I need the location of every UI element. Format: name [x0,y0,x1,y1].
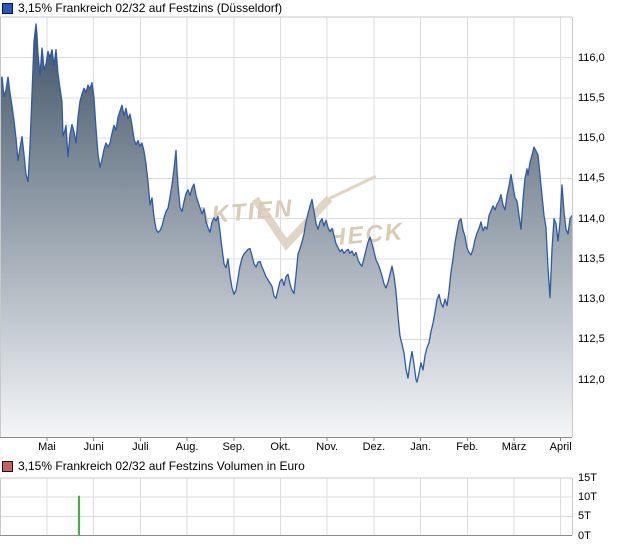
month-label-6: Okt. [270,441,291,453]
price-y-tick-label: 113,0 [578,293,605,306]
volume-chart-legend: 3,15% Frankreich 02/32 auf Festzins Volu… [2,460,305,472]
volume-chart-title: 3,15% Frankreich 02/32 auf Festzins Volu… [18,459,305,473]
watermark-check-icon [251,195,333,251]
month-label-8: Dez. [362,441,386,453]
price-y-tick-label: 114,5 [578,172,605,185]
price-y-tick-label: 114,0 [578,212,605,225]
volume-y-tick-label: 15T [578,472,597,484]
month-label-1: Mai [38,441,56,453]
price-y-tick-label: 115,5 [578,91,605,104]
price-y-tick-label: 113,5 [578,252,605,265]
month-label-9: Jan. [410,441,431,453]
month-label-3: Juli [132,441,149,453]
month-label-2: Juni [83,441,104,453]
volume-grid-layer [0,478,572,536]
month-label-4: Aug. [175,441,199,453]
month-label-12: April [549,441,572,453]
price-line [0,23,573,383]
price-plot-border [0,16,573,441]
month-label-11: März [501,441,527,453]
price-chart-title: 3,15% Frankreich 02/32 auf Festzins (Düs… [18,1,283,15]
volume-y-tick-label: 10T [578,491,597,504]
price-y-tick-label: 116,0 [578,51,605,64]
volume-y-tick-label: 5T [578,510,591,523]
price-y-tick-label: 112,5 [578,333,605,346]
month-label-7: Nov. [316,441,339,453]
price-series-marker-icon [2,2,13,14]
month-label-5: Sep. [222,441,246,453]
price-y-tick-label: 115,0 [578,132,605,145]
price-area-fill [0,23,572,438]
month-label-10: Feb. [456,441,479,453]
volume-plot-border [0,477,573,537]
price-chart-legend: 3,15% Frankreich 02/32 auf Festzins (Düs… [2,2,282,14]
watermark-check-tail-icon [328,175,377,200]
price-y-tick-label: 112,0 [578,373,605,386]
volume-bar [78,495,80,536]
volume-y-tick-label: 0T [578,529,591,542]
volume-series-marker-icon [2,460,13,472]
